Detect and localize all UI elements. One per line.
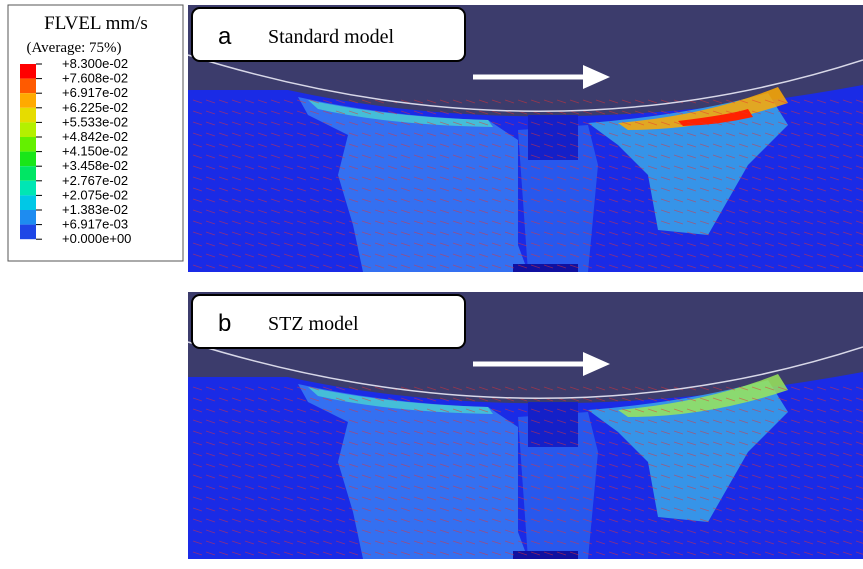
legend-swatch <box>20 152 36 167</box>
legend-label: +5.533e-02 <box>62 114 128 129</box>
legend-label: +1.383e-02 <box>62 202 128 217</box>
panel-label: STZ model <box>268 313 359 335</box>
legend-label: +0.000e+00 <box>62 231 131 246</box>
legend-label: +3.458e-02 <box>62 158 128 173</box>
legend-label: +8.300e-02 <box>62 56 128 71</box>
legend-swatch <box>20 181 36 196</box>
legend-label: +4.842e-02 <box>62 129 128 144</box>
legend-label: +2.767e-02 <box>62 173 128 188</box>
legend-swatch <box>20 108 36 123</box>
legend-swatch <box>20 93 36 108</box>
legend-swatch <box>20 210 36 225</box>
contour-panel: b STZ model <box>188 292 863 559</box>
panel-letter: b <box>218 310 231 337</box>
legend-swatch <box>20 64 36 79</box>
legend-label: +6.917e-02 <box>62 85 128 100</box>
legend-swatch <box>20 166 36 181</box>
panel-label: Standard model <box>268 26 395 48</box>
legend-swatch <box>20 137 36 152</box>
legend-swatch <box>20 225 36 240</box>
legend-swatch <box>20 122 36 137</box>
legend-label: +6.917e-03 <box>62 217 128 232</box>
legend-label: +4.150e-02 <box>62 144 128 159</box>
legend-label: +2.075e-02 <box>62 187 128 202</box>
legend-label: +6.225e-02 <box>62 100 128 115</box>
panels: a Standard model b STZ model <box>188 5 863 559</box>
figure: FLVEL mm/s (Average: 75%) +8.300e-02+7.6… <box>0 0 863 564</box>
page: {"legend": {"title": "FLVEL mm/s", "subt… <box>0 0 863 564</box>
panel-letter: a <box>218 23 232 50</box>
contour-panel: a Standard model <box>188 5 863 272</box>
legend-swatch <box>20 195 36 210</box>
legend-title: FLVEL mm/s <box>44 13 148 34</box>
legend-subtitle: (Average: 75%) <box>26 40 121 56</box>
legend-label: +7.608e-02 <box>62 71 128 86</box>
legend-swatch <box>20 79 36 94</box>
